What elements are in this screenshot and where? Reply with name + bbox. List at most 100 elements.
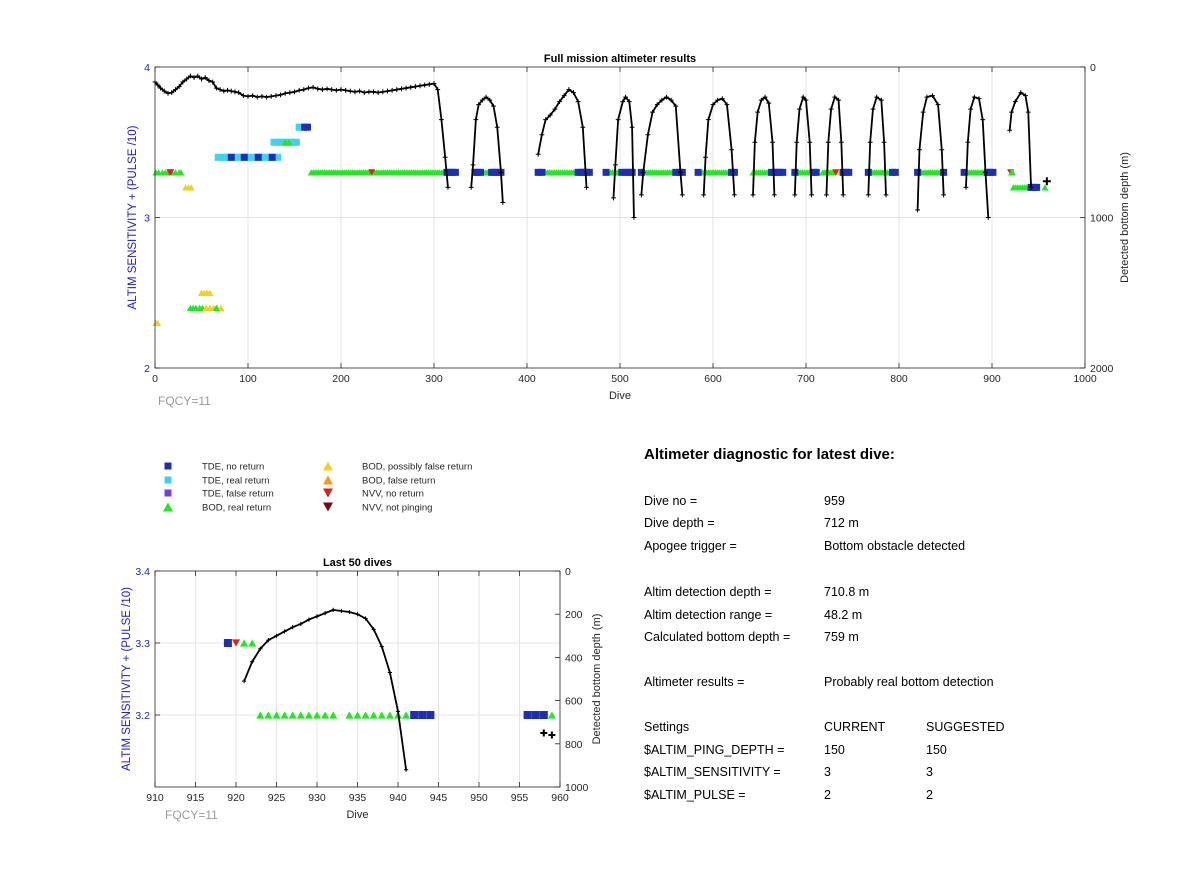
full-mission-depth-point	[352, 89, 358, 95]
diagnostic-label: Altimeter results =	[644, 675, 745, 689]
full-mission-depth-point	[941, 192, 947, 198]
full-mission-marker-tde-real-return	[244, 153, 252, 161]
diagnostic-label: Dive depth =	[644, 516, 715, 530]
full-mission-depth-point	[650, 109, 655, 115]
full-mission-depth-point	[389, 87, 395, 93]
full-mission-fqcy-note: FQCY=11	[158, 394, 211, 408]
full-mission-depth-point	[366, 89, 372, 95]
legend-label-tde-false-return: TDE, false return	[202, 489, 274, 500]
diagnostic-suggested-value: 2	[926, 788, 933, 802]
last-50-marker-tde-no-return	[418, 711, 427, 719]
full-mission-ylabel-right: Detected bottom depth (m)	[1119, 152, 1131, 283]
full-mission-depth-point	[169, 90, 175, 95]
full-mission-depth-point	[983, 169, 988, 175]
full-mission-marker-tde-no-return	[304, 123, 312, 131]
full-mission-depth-point	[287, 90, 293, 95]
full-mission-depth-point	[758, 97, 764, 103]
full-mission-depth-point	[315, 86, 321, 92]
full-mission-depth-point	[640, 169, 646, 175]
full-mission-marker-bod-possibly-false	[154, 319, 162, 326]
diagnostic-current-value: Probably real bottom detection	[824, 675, 994, 689]
last-50-marker-bod-real-return	[329, 711, 338, 719]
full-mission-depth-point	[792, 192, 798, 198]
last-50-marker-bod-real-return	[248, 639, 257, 647]
full-mission-depth-point	[301, 87, 307, 92]
last-50-xtick-label: 960	[551, 792, 569, 804]
full-mission-marker-tde-no-return	[538, 168, 546, 176]
diagnostic-label: Altim detection range =	[644, 608, 773, 622]
full-mission-depth-point	[924, 94, 930, 100]
diagnostic-suggested-value: 3	[926, 765, 933, 779]
full-mission-depth-point	[254, 94, 260, 100]
last-50-depth-point	[331, 607, 336, 612]
full-mission-marker-tde-no-return	[254, 153, 262, 161]
full-mission-depth-point	[807, 139, 813, 145]
full-mission-depth-point	[828, 106, 834, 112]
last-50-title: Last 50 dives	[323, 557, 392, 569]
last-50-depth-point	[314, 614, 320, 619]
full-mission-marker-tde-real-return	[237, 153, 245, 161]
full-mission-marker-tde-no-return	[628, 168, 636, 176]
full-mission-depth-point	[487, 97, 493, 103]
full-mission-depth-point	[557, 99, 562, 105]
full-mission-depth-point	[435, 87, 441, 92]
full-mission-depth-point	[870, 106, 876, 112]
last-50-marker-bod-real-return	[272, 711, 281, 719]
full-mission-depth-point	[394, 87, 400, 92]
full-mission-marker-tde-no-return	[845, 168, 853, 176]
full-mission-depth-point	[673, 103, 679, 109]
full-mission-depth-point	[645, 132, 651, 138]
last-50-marker-bod-real-return	[304, 711, 313, 719]
diagnostic-current-value: 150	[824, 743, 845, 757]
full-mission-marker-bod-possibly-false	[217, 304, 225, 311]
diagnostic-current-value: 959	[824, 494, 845, 508]
legend-label-tde-real-return: TDE, real return	[202, 476, 270, 487]
full-mission-marker-bod-real-return	[285, 139, 293, 146]
full-mission-depth-point	[552, 106, 558, 112]
full-mission-marker-tde-no-return	[622, 168, 630, 176]
full-mission-depth-point	[659, 97, 665, 103]
diagnostic-label: Calculated bottom depth =	[644, 630, 791, 644]
full-mission-depth-point	[770, 139, 775, 145]
last-50-ytick-left-label: 3.2	[135, 710, 150, 722]
diagnostic-label: Altim detection depth =	[644, 585, 772, 599]
full-mission-depth-point	[468, 185, 474, 190]
last-50-depth-point	[404, 767, 409, 772]
full-mission-depth-point	[343, 87, 349, 93]
full-mission-depth-point	[180, 79, 186, 85]
full-mission-depth-point	[500, 200, 506, 205]
full-mission-depth-point	[324, 86, 330, 92]
full-mission-marker-tde-real-return	[263, 153, 271, 161]
full-mission-depth-point	[240, 93, 246, 98]
diagnostic-label: Settings	[644, 720, 690, 734]
full-mission-xtick-label: 1000	[1073, 373, 1097, 385]
full-mission-depth-point	[399, 86, 404, 92]
last-50-marker-bod-real-return	[264, 711, 273, 719]
full-mission-depth-point	[161, 88, 167, 94]
full-mission-marker-tde-real-return	[277, 138, 285, 146]
full-mission-depth-point	[380, 89, 386, 95]
diagnostic-current-value: 3	[824, 765, 831, 779]
full-mission-depth-line	[537, 88, 588, 188]
full-mission-depth-point	[236, 90, 242, 95]
full-mission-marker-tde-no-return	[694, 168, 702, 176]
last-50-marker-nvv-no-return	[232, 639, 240, 647]
last-50-depth-point	[355, 612, 360, 617]
legend-marker-bod-real-return	[163, 502, 173, 512]
full-mission-depth-point	[980, 117, 986, 123]
full-mission-marker-tde-no-return	[451, 168, 459, 176]
full-mission-depth-point	[874, 94, 880, 100]
full-mission-depth-point	[824, 192, 829, 198]
diagnostic-title: Altimeter diagnostic for latest dive:	[644, 446, 895, 463]
full-mission-depth-point	[825, 139, 831, 145]
full-mission-marker-tde-no-return	[534, 168, 542, 176]
full-mission-depth-point	[615, 117, 621, 123]
full-mission-depth-line	[752, 95, 776, 195]
full-mission-marker-bod-real-return	[1008, 169, 1016, 176]
full-mission-depth-point	[385, 88, 390, 94]
full-mission-depth-point	[1042, 177, 1051, 186]
full-mission-depth-point	[173, 87, 178, 92]
last-50-marker-bod-real-return	[240, 639, 249, 647]
last-50-xtick-label: 920	[227, 792, 245, 804]
